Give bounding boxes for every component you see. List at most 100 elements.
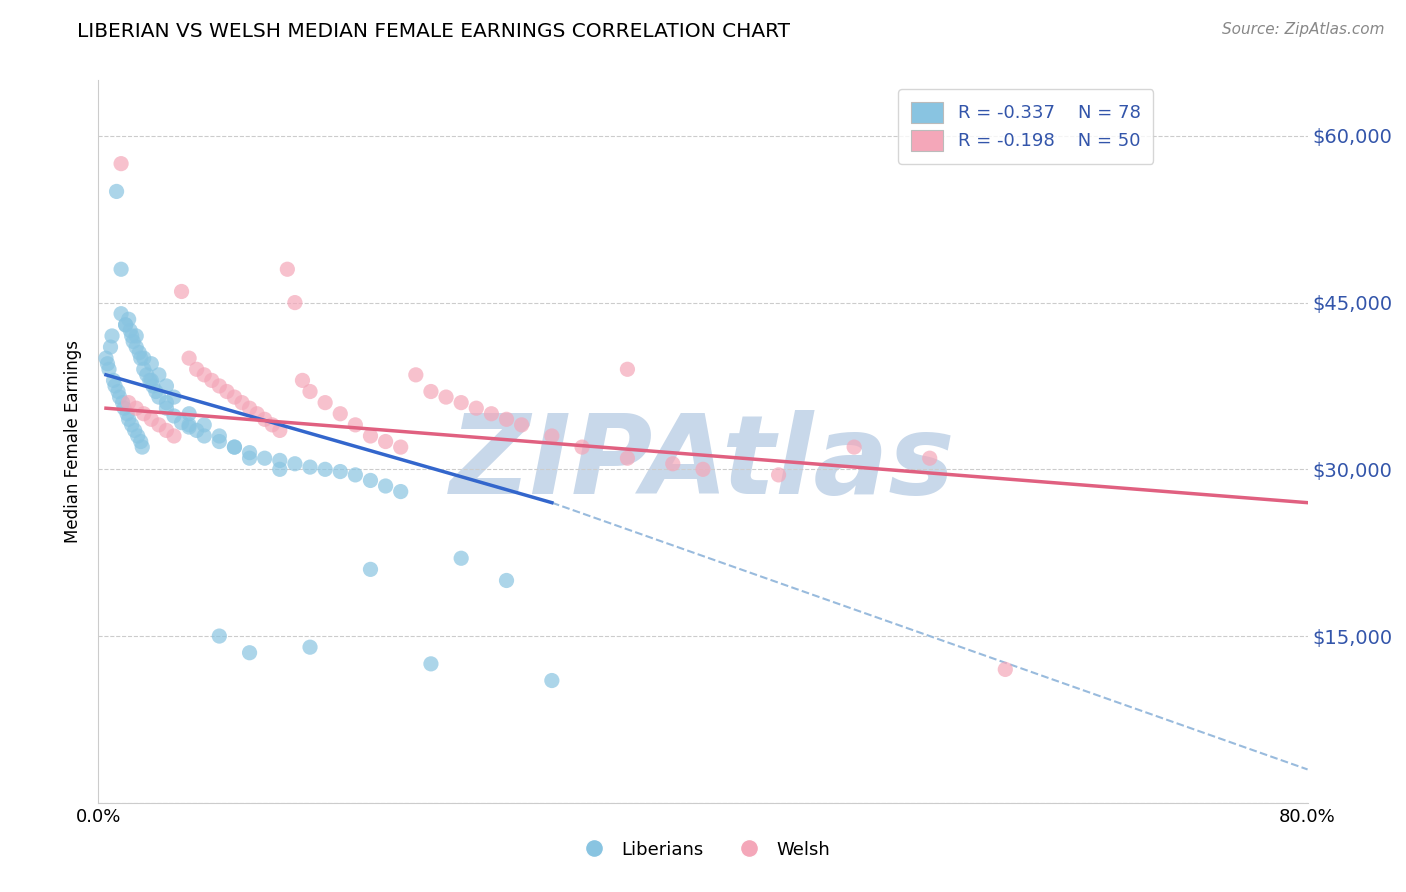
Point — [495, 574, 517, 588]
Point — [314, 395, 336, 409]
Point — [208, 379, 231, 393]
Point — [179, 417, 201, 432]
Point — [276, 262, 298, 277]
Point — [329, 465, 352, 479]
Point — [374, 434, 396, 449]
Point — [374, 479, 396, 493]
Text: LIBERIAN VS WELSH MEDIAN FEMALE EARNINGS CORRELATION CHART: LIBERIAN VS WELSH MEDIAN FEMALE EARNINGS… — [77, 22, 790, 41]
Point — [389, 440, 412, 454]
Point — [132, 407, 155, 421]
Point — [389, 484, 412, 499]
Point — [224, 440, 246, 454]
Point — [186, 362, 208, 376]
Point — [284, 295, 307, 310]
Point — [155, 395, 177, 409]
Point — [110, 262, 132, 277]
Point — [179, 420, 201, 434]
Point — [450, 395, 472, 409]
Point — [127, 429, 149, 443]
Point — [135, 368, 157, 382]
Point — [269, 462, 291, 476]
Point — [121, 329, 143, 343]
Point — [224, 440, 246, 454]
Y-axis label: Median Female Earnings: Median Female Earnings — [65, 340, 83, 543]
Point — [239, 401, 262, 416]
Point — [918, 451, 941, 466]
Point — [405, 368, 427, 382]
Point — [110, 156, 132, 170]
Point — [299, 640, 322, 655]
Point — [125, 401, 148, 416]
Point — [141, 373, 163, 387]
Point — [122, 334, 145, 349]
Point — [481, 407, 503, 421]
Point — [111, 395, 134, 409]
Point — [121, 417, 143, 432]
Point — [284, 457, 307, 471]
Point — [155, 401, 177, 416]
Point — [125, 329, 148, 343]
Point — [104, 379, 127, 393]
Point — [139, 373, 162, 387]
Point — [128, 345, 150, 359]
Point — [540, 429, 562, 443]
Point — [208, 429, 231, 443]
Point — [110, 307, 132, 321]
Point — [269, 424, 291, 438]
Point — [465, 401, 488, 416]
Point — [661, 457, 683, 471]
Point — [179, 351, 201, 366]
Point — [193, 368, 215, 382]
Point — [329, 407, 352, 421]
Point — [98, 362, 121, 376]
Point — [108, 390, 131, 404]
Point — [155, 424, 177, 438]
Point — [118, 312, 141, 326]
Point — [844, 440, 866, 454]
Point — [253, 412, 276, 426]
Point — [360, 429, 382, 443]
Point — [118, 412, 141, 426]
Point — [163, 429, 186, 443]
Point — [96, 357, 118, 371]
Point — [768, 467, 790, 482]
Point — [107, 384, 129, 399]
Point — [299, 384, 322, 399]
Point — [142, 379, 165, 393]
Point — [434, 390, 457, 404]
Point — [148, 417, 170, 432]
Point — [148, 368, 170, 382]
Point — [224, 390, 246, 404]
Point — [344, 417, 367, 432]
Point — [571, 440, 593, 454]
Point — [215, 384, 238, 399]
Point — [420, 384, 443, 399]
Point — [344, 467, 367, 482]
Point — [208, 434, 231, 449]
Point — [112, 401, 135, 416]
Point — [155, 379, 177, 393]
Point — [246, 407, 269, 421]
Point — [186, 424, 208, 438]
Point — [114, 318, 136, 332]
Point — [148, 390, 170, 404]
Point — [103, 373, 125, 387]
Point — [170, 285, 193, 299]
Point — [193, 429, 215, 443]
Point — [129, 434, 152, 449]
Point — [291, 373, 314, 387]
Point — [124, 424, 146, 438]
Point — [94, 351, 117, 366]
Point — [994, 662, 1017, 676]
Point — [540, 673, 562, 688]
Point — [208, 629, 231, 643]
Point — [269, 453, 291, 467]
Point — [510, 417, 533, 432]
Point — [129, 351, 152, 366]
Point — [201, 373, 224, 387]
Point — [692, 462, 714, 476]
Point — [141, 412, 163, 426]
Point — [231, 395, 253, 409]
Point — [115, 407, 138, 421]
Point — [360, 474, 382, 488]
